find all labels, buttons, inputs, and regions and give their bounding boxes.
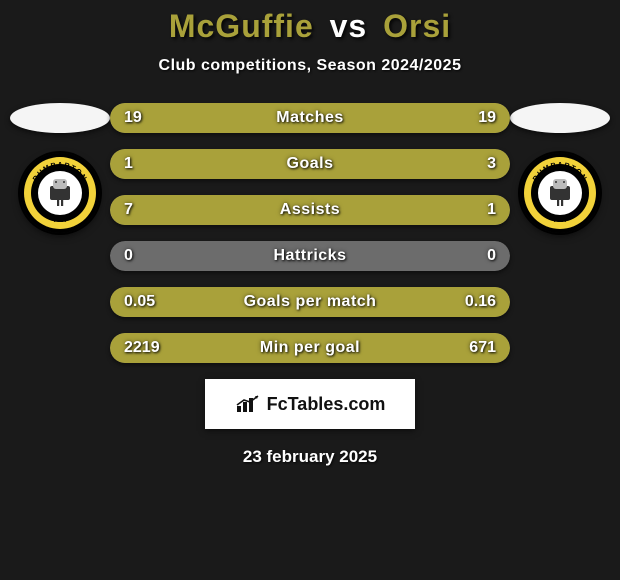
stat-row: 1919Matches xyxy=(110,103,510,133)
attribution: FcTables.com xyxy=(205,379,415,429)
stat-label: Min per goal xyxy=(110,333,510,363)
club-badge-svg: DUMBARTON F.C. xyxy=(20,153,100,233)
stat-row: 00Hattricks xyxy=(110,241,510,271)
player2-photo-placeholder xyxy=(510,103,610,133)
footer-date: 23 february 2025 xyxy=(0,447,620,467)
player2-name: Orsi xyxy=(383,8,451,44)
stat-label: Goals per match xyxy=(110,287,510,317)
attribution-text: FcTables.com xyxy=(267,394,386,415)
player1-club-badge: DUMBARTON F.C. xyxy=(20,153,100,233)
stat-label: Assists xyxy=(110,195,510,225)
stat-label: Matches xyxy=(110,103,510,133)
stat-label: Goals xyxy=(110,149,510,179)
right-side: DUMBARTON F.C. xyxy=(510,103,610,233)
title: McGuffie vs Orsi xyxy=(0,8,620,45)
fctables-logo-icon xyxy=(235,394,261,414)
stats-area: DUMBARTON F.C. DUMBARTON xyxy=(0,103,620,363)
infographic-container: McGuffie vs Orsi Club competitions, Seas… xyxy=(0,0,620,580)
svg-text:F.C.: F.C. xyxy=(54,217,67,224)
stat-row: 71Assists xyxy=(110,195,510,225)
stat-row: 13Goals xyxy=(110,149,510,179)
stat-label: Hattricks xyxy=(110,241,510,271)
vs-text: vs xyxy=(330,8,368,44)
left-side: DUMBARTON F.C. xyxy=(10,103,110,233)
stat-row: 2219671Min per goal xyxy=(110,333,510,363)
player1-photo-placeholder xyxy=(10,103,110,133)
subtitle: Club competitions, Season 2024/2025 xyxy=(0,57,620,75)
club-badge-svg: DUMBARTON F.C. xyxy=(520,153,600,233)
svg-text:F.C.: F.C. xyxy=(554,217,567,224)
stat-bars: 1919Matches 13Goals 71Assists 00Hattricks 0.… xyxy=(110,103,510,363)
player2-club-badge: DUMBARTON F.C. xyxy=(520,153,600,233)
player1-name: McGuffie xyxy=(169,8,314,44)
stat-row: 0.050.16Goals per match xyxy=(110,287,510,317)
